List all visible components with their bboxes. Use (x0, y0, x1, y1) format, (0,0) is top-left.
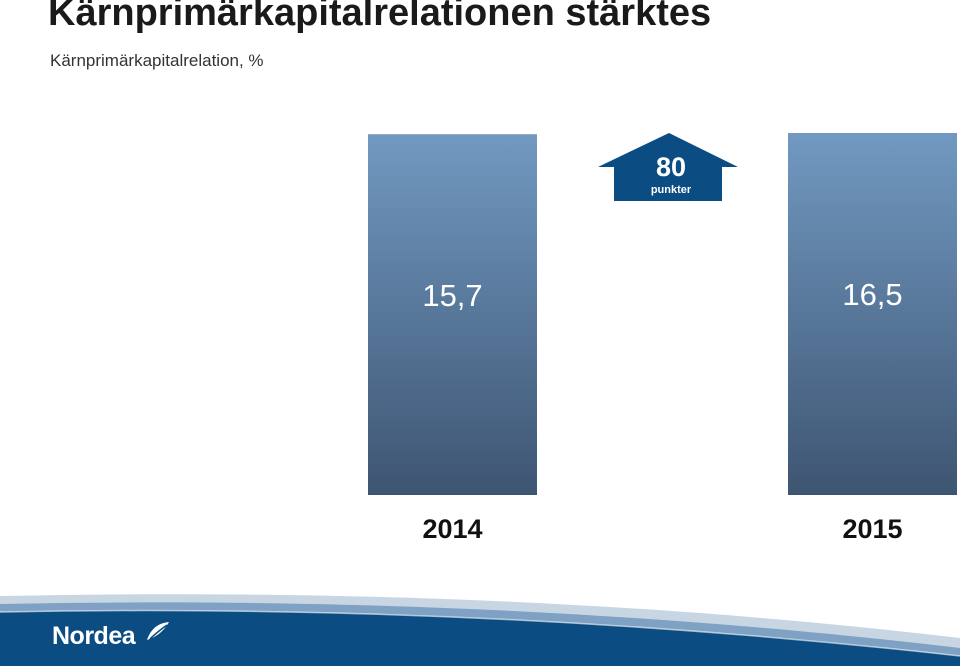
bar-chart: 15,7 2014 16,5 2015 80 punkter (368, 133, 957, 544)
increase-arrow: 80 punkter (598, 133, 738, 201)
bar-2014 (368, 134, 537, 495)
increase-unit: punkter (651, 184, 692, 196)
chart-subtitle: Kärnprimärkapitalrelation, % (50, 51, 264, 70)
bar-value-label: 15,7 (422, 278, 482, 313)
category-label: 2014 (422, 514, 482, 544)
arrow-shape (598, 133, 738, 201)
increase-value: 80 (656, 152, 686, 182)
bar-2015 (788, 133, 957, 495)
nordea-sail-icon (147, 622, 169, 642)
footer-band (0, 594, 960, 666)
page-title: Kärnprimärkapitalrelationen stärktes (48, 0, 712, 34)
bar-value-label: 16,5 (842, 277, 902, 312)
nordea-logo: Nordea (52, 622, 136, 650)
category-label: 2015 (842, 514, 902, 544)
